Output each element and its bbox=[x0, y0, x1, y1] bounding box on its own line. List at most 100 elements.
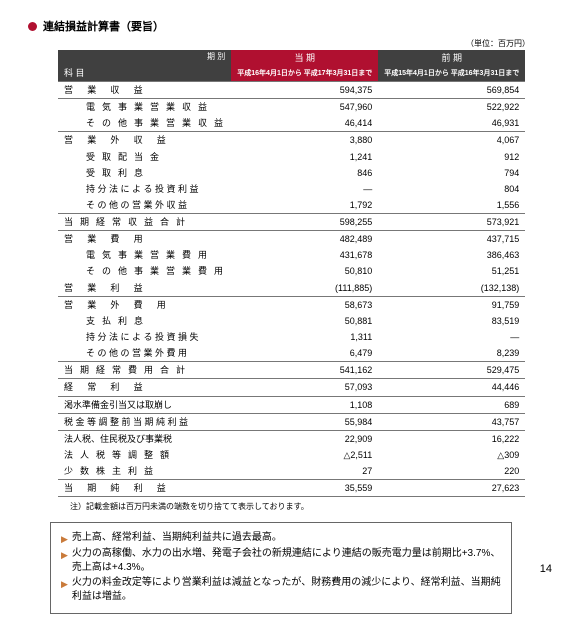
row-item: そ の 他 の 営 業 外 収 益 bbox=[58, 197, 231, 214]
table-row: 当 期 経 常 収 益 合 計598,255573,921 bbox=[58, 214, 525, 231]
row-item: 当 期 経 常 費 用 合 計 bbox=[58, 362, 231, 379]
bullet-icon bbox=[28, 22, 37, 31]
row-current: 598,255 bbox=[231, 214, 378, 231]
table-row: 支 払 利 息50,88183,519 bbox=[58, 313, 525, 329]
row-item: 支 払 利 息 bbox=[58, 313, 231, 329]
row-current: 35,559 bbox=[231, 480, 378, 497]
row-current: 57,093 bbox=[231, 379, 378, 396]
row-item: 営 業 費 用 bbox=[58, 231, 231, 248]
row-prev: 27,623 bbox=[378, 480, 525, 497]
hdr-item: 科 目 bbox=[64, 67, 225, 79]
hdr-prev: 前 期 bbox=[378, 50, 525, 67]
row-current: △2,511 bbox=[231, 447, 378, 463]
table-row: そ の 他 の 営 業 外 収 益1,7921,556 bbox=[58, 197, 525, 214]
summary-item: ▶火力の料金改定等により営業利益は減益となったが、財務費用の減少により、経常利益… bbox=[61, 576, 501, 605]
table-row: 営 業 外 収 益3,8804,067 bbox=[58, 132, 525, 149]
title-text: 連結損益計算書（要旨） bbox=[43, 18, 164, 34]
row-prev: 794 bbox=[378, 165, 525, 181]
row-current: 22,909 bbox=[231, 430, 378, 447]
table-row: 法人税、住民税及び事業税22,90916,222 bbox=[58, 430, 525, 447]
triangle-icon: ▶ bbox=[61, 578, 68, 605]
row-current: 1,311 bbox=[231, 329, 378, 345]
row-prev: 1,556 bbox=[378, 197, 525, 214]
row-item: 受 取 利 息 bbox=[58, 165, 231, 181]
row-current: 3,880 bbox=[231, 132, 378, 149]
row-item: 持 分 法 に よ る 投 資 損 失 bbox=[58, 329, 231, 345]
page-number: 14 bbox=[540, 563, 552, 575]
summary-text: 売上高、経常利益、当期純利益共に過去最高。 bbox=[72, 531, 282, 546]
row-prev: 16,222 bbox=[378, 430, 525, 447]
table-row: 受 取 配 当 金1,241912 bbox=[58, 149, 525, 165]
row-current: 846 bbox=[231, 165, 378, 181]
row-item: そ の 他 事 業 営 業 収 益 bbox=[58, 115, 231, 132]
row-current: 6,479 bbox=[231, 345, 378, 362]
table-row: 電 気 事 業 営 業 費 用431,678386,463 bbox=[58, 247, 525, 263]
row-current: 482,489 bbox=[231, 231, 378, 248]
hdr-prev-sub: 平成15年4月1日から 平成16年3月31日まで bbox=[378, 67, 525, 82]
row-item: そ の 他 事 業 営 業 費 用 bbox=[58, 263, 231, 279]
table-row: 経 常 利 益57,09344,446 bbox=[58, 379, 525, 396]
row-item: 少 数 株 主 利 益 bbox=[58, 463, 231, 480]
row-prev: 220 bbox=[378, 463, 525, 480]
table-row: 渇水準備金引当又は取崩し1,108689 bbox=[58, 396, 525, 413]
table-footnote: 注）記載金額は百万円未満の端数を切り捨てて表示しております。 bbox=[70, 501, 534, 512]
row-current: 27 bbox=[231, 463, 378, 480]
row-current: (111,885) bbox=[231, 280, 378, 297]
row-prev: 43,757 bbox=[378, 413, 525, 430]
row-current: — bbox=[231, 181, 378, 197]
row-prev: 386,463 bbox=[378, 247, 525, 263]
table-row: そ の 他 の 営 業 外 費 用6,4798,239 bbox=[58, 345, 525, 362]
row-item: 持 分 法 に よ る 投 資 利 益 bbox=[58, 181, 231, 197]
row-item: 電 気 事 業 営 業 費 用 bbox=[58, 247, 231, 263]
row-prev: 689 bbox=[378, 396, 525, 413]
row-item: 営 業 外 費 用 bbox=[58, 296, 231, 313]
row-prev: 522,922 bbox=[378, 99, 525, 116]
row-item: 当 期 純 利 益 bbox=[58, 480, 231, 497]
row-item: 営 業 収 益 bbox=[58, 81, 231, 98]
table-row: そ の 他 事 業 営 業 費 用50,81051,251 bbox=[58, 263, 525, 279]
triangle-icon: ▶ bbox=[61, 533, 68, 546]
row-prev: 46,931 bbox=[378, 115, 525, 132]
table-row: 税 金 等 調 整 前 当 期 純 利 益55,98443,757 bbox=[58, 413, 525, 430]
row-current: 547,960 bbox=[231, 99, 378, 116]
row-prev: 51,251 bbox=[378, 263, 525, 279]
table-row: 受 取 利 息846794 bbox=[58, 165, 525, 181]
table-row: 営 業 収 益594,375569,854 bbox=[58, 81, 525, 98]
row-current: 1,792 bbox=[231, 197, 378, 214]
unit-label: （単位：百万円） bbox=[28, 38, 534, 49]
row-prev: 912 bbox=[378, 149, 525, 165]
row-current: 431,678 bbox=[231, 247, 378, 263]
row-prev: 91,759 bbox=[378, 296, 525, 313]
row-item: 当 期 経 常 収 益 合 計 bbox=[58, 214, 231, 231]
table-row: 電 気 事 業 営 業 収 益547,960522,922 bbox=[58, 99, 525, 116]
summary-item: ▶ 売上高、経常利益、当期純利益共に過去最高。 bbox=[61, 531, 501, 546]
row-prev: 44,446 bbox=[378, 379, 525, 396]
row-item: 税 金 等 調 整 前 当 期 純 利 益 bbox=[58, 413, 231, 430]
table-row: 当 期 純 利 益35,55927,623 bbox=[58, 480, 525, 497]
table-row: 持 分 法 に よ る 投 資 損 失1,311— bbox=[58, 329, 525, 345]
section-title: 連結損益計算書（要旨） bbox=[28, 18, 534, 34]
table-row: そ の 他 事 業 営 業 収 益46,41446,931 bbox=[58, 115, 525, 132]
row-item: そ の 他 の 営 業 外 費 用 bbox=[58, 345, 231, 362]
summary-text: 火力の料金改定等により営業利益は減益となったが、財務費用の減少により、経常利益、… bbox=[72, 576, 501, 605]
row-prev: 569,854 bbox=[378, 81, 525, 98]
row-item: 営 業 外 収 益 bbox=[58, 132, 231, 149]
table-row: 営 業 外 費 用58,67391,759 bbox=[58, 296, 525, 313]
row-prev: (132,138) bbox=[378, 280, 525, 297]
row-prev: 4,067 bbox=[378, 132, 525, 149]
row-current: 55,984 bbox=[231, 413, 378, 430]
row-item: 経 常 利 益 bbox=[58, 379, 231, 396]
row-item: 法人税、住民税及び事業税 bbox=[58, 430, 231, 447]
table-row: 持 分 法 に よ る 投 資 利 益—804 bbox=[58, 181, 525, 197]
row-prev: 8,239 bbox=[378, 345, 525, 362]
summary-text: 火力の高稼働、水力の出水増、発電子会社の新規連結により連結の販売電力量は前期比+… bbox=[72, 547, 501, 576]
summary-item: ▶火力の高稼働、水力の出水増、発電子会社の新規連結により連結の販売電力量は前期比… bbox=[61, 547, 501, 576]
table-row: 少 数 株 主 利 益27220 bbox=[58, 463, 525, 480]
row-current: 50,881 bbox=[231, 313, 378, 329]
row-current: 1,241 bbox=[231, 149, 378, 165]
row-prev: 437,715 bbox=[378, 231, 525, 248]
row-prev: 804 bbox=[378, 181, 525, 197]
row-current: 541,162 bbox=[231, 362, 378, 379]
table-row: 営 業 費 用482,489437,715 bbox=[58, 231, 525, 248]
row-current: 46,414 bbox=[231, 115, 378, 132]
